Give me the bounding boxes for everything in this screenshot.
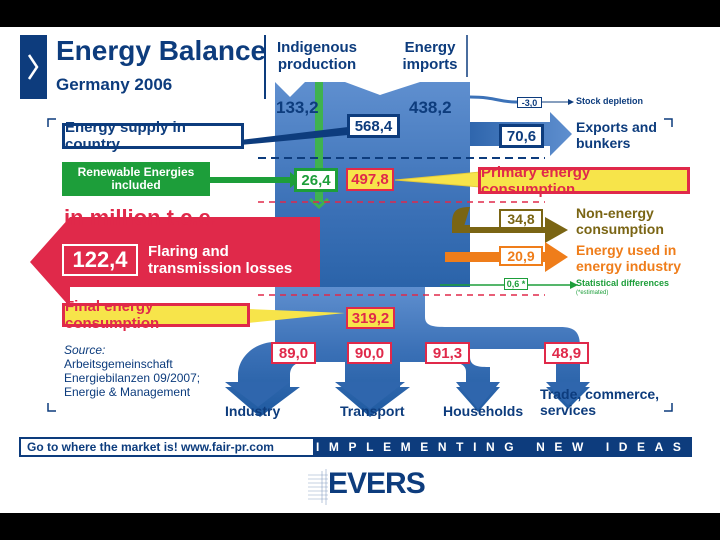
industry-value: 89,0 bbox=[271, 342, 316, 364]
households-label: Households bbox=[443, 403, 524, 419]
chevron-right-icon bbox=[27, 54, 39, 80]
primary-value: 497,8 bbox=[346, 168, 394, 191]
unit-label: in million t.c.e. bbox=[64, 205, 217, 230]
final-value: 319,2 bbox=[346, 307, 395, 329]
transport-label: Transport bbox=[340, 403, 405, 419]
renewables-stem bbox=[315, 82, 323, 202]
flaring-arrow bbox=[30, 217, 320, 307]
stock-depletion-label: Stock depletion bbox=[576, 96, 644, 106]
source-heading: Source: bbox=[64, 343, 106, 357]
main-flow-body bbox=[275, 82, 470, 342]
trade-label: Trade, commerce, services bbox=[540, 386, 660, 418]
flaring-label: Flaring and transmission losses bbox=[148, 243, 293, 277]
statistical-value: 0,6 * bbox=[504, 278, 528, 290]
exports-label: Exports and bunkers bbox=[576, 119, 657, 151]
industry-label: Industry bbox=[225, 403, 281, 419]
final-label: Final energy consumption bbox=[62, 298, 250, 332]
header-indigenous: Indigenous production bbox=[277, 39, 357, 73]
source-line-1: Arbeitsgemeinschaft bbox=[64, 357, 173, 371]
trade-value: 48,9 bbox=[544, 342, 589, 364]
transport-arrowhead bbox=[335, 382, 405, 409]
page-title: Energy Balance bbox=[56, 35, 267, 66]
header-imports: Energy imports bbox=[402, 39, 458, 73]
sankey-flows bbox=[20, 35, 673, 417]
households-value: 91,3 bbox=[425, 342, 470, 364]
energy-industry-label: Energy used in energy industry bbox=[576, 242, 682, 274]
chevron-tile bbox=[20, 35, 47, 99]
energy-industry-value: 20,9 bbox=[499, 246, 543, 266]
logo-text: EVERS bbox=[328, 467, 426, 500]
corner-brackets bbox=[47, 118, 673, 412]
final-flow-body bbox=[225, 287, 590, 417]
final-pointer bbox=[248, 309, 345, 323]
statistical-note: (*estimated) bbox=[576, 290, 609, 296]
primary-label: Primary energy consumption bbox=[478, 164, 690, 198]
non-energy-arrow bbox=[452, 207, 568, 243]
supply-connector bbox=[240, 127, 348, 145]
industry-arrowhead bbox=[225, 382, 290, 407]
non-energy-label: Non-energy consumption bbox=[576, 205, 664, 237]
renewables-value: 26,4 bbox=[294, 168, 338, 192]
households-arrowhead bbox=[456, 382, 500, 409]
source-line-3: Energie & Management bbox=[64, 385, 191, 399]
stock-depletion-value: -3,0 bbox=[517, 97, 542, 108]
stock-flow bbox=[469, 95, 540, 104]
energy-balance-slide: Energy Balance Germany 2006 Indigenous p… bbox=[0, 27, 720, 513]
renewables-connector bbox=[208, 172, 300, 188]
trade-arrowhead bbox=[546, 382, 590, 405]
stock-arrowhead bbox=[568, 99, 574, 105]
page-subtitle: Germany 2006 bbox=[56, 75, 173, 94]
supply-label: Energy supply in country bbox=[62, 119, 244, 153]
flaring-value: 122,4 bbox=[62, 244, 138, 276]
source-line-2: Energiebilanzen 09/2007; bbox=[64, 371, 201, 385]
supply-value: 568,4 bbox=[347, 114, 400, 138]
renewables-label: Renewable Energies included bbox=[62, 162, 210, 196]
statistical-label: Statistical differences bbox=[576, 278, 670, 288]
footer-link-text[interactable]: Go to where the market is! www.fair-pr.c… bbox=[21, 439, 313, 455]
source-block: Source: Arbeitsgemeinschaft Energiebilan… bbox=[64, 343, 200, 399]
evers-logo: EVERS bbox=[306, 465, 426, 509]
non-energy-value: 34,8 bbox=[499, 209, 543, 229]
footer-slogan: IMPLEMENTING NEW IDEAS bbox=[316, 440, 691, 454]
imports-value: 438,2 bbox=[409, 98, 452, 117]
indigenous-value: 133,2 bbox=[276, 98, 319, 117]
logo-icon bbox=[308, 469, 328, 505]
exports-value: 70,6 bbox=[499, 124, 544, 148]
transport-value: 90,0 bbox=[347, 342, 392, 364]
